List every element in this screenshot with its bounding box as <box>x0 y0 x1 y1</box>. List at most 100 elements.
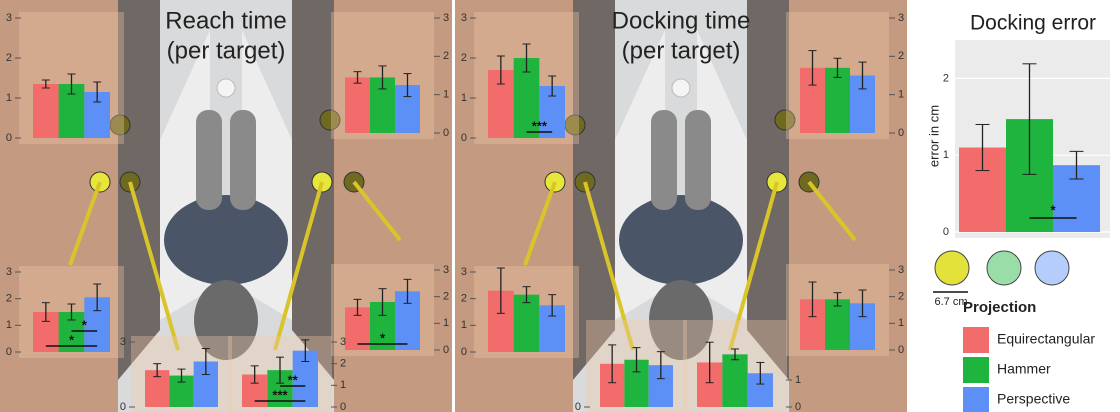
y-tick-label: 1 <box>943 149 949 161</box>
y-axis-label: error in cm <box>926 105 941 167</box>
legend-swatch <box>963 357 989 383</box>
y-tick-label: 3 <box>461 12 467 24</box>
y-tick-label: 1 <box>898 89 904 101</box>
subplot: 0 1 2 3 <box>461 266 579 358</box>
y-tick-label: 0 <box>898 344 904 356</box>
connector <box>352 180 402 242</box>
significance-label: * <box>69 332 75 347</box>
scene <box>0 0 452 412</box>
y-tick-label: 0 <box>443 344 449 356</box>
subplot: 0 1 2 3 <box>6 12 124 144</box>
y-tick-label: 2 <box>443 50 449 62</box>
table-right <box>292 0 334 380</box>
connector <box>728 181 779 351</box>
legend-label: Perspective <box>997 391 1070 407</box>
y-tick-label: 1 <box>443 89 449 101</box>
subplot: 0 1 2 3 * * <box>6 266 124 358</box>
y-tick-label: 1 <box>461 92 467 104</box>
target-ball <box>216 78 236 98</box>
subplot: 0 <box>575 320 687 412</box>
y-tick-label: 3 <box>120 336 126 348</box>
y-tick-label: 1 <box>898 317 904 329</box>
panel-title: Docking time <box>612 7 751 34</box>
y-tick-label: 2 <box>443 291 449 303</box>
ball-icon <box>986 250 1022 286</box>
significance-label: *** <box>272 387 288 402</box>
legend-title: Projection <box>963 299 1036 316</box>
target-ball <box>774 109 796 131</box>
person-head <box>194 280 258 360</box>
y-tick-label: 2 <box>943 72 949 84</box>
y-tick-label: 0 <box>6 346 12 358</box>
person-body <box>164 195 288 285</box>
person-leg-r <box>685 110 711 210</box>
y-tick-label: 0 <box>575 401 581 412</box>
table-right <box>747 0 789 380</box>
subplot: 0 1 2 3 <box>331 12 449 139</box>
y-tick-label: 2 <box>898 291 904 303</box>
connector <box>128 181 180 351</box>
subplot: 0 1 2 3 <box>786 12 904 139</box>
subplot: 0 1 2 3 * <box>331 264 449 356</box>
y-tick-label: 1 <box>461 319 467 331</box>
bar <box>722 354 748 407</box>
panel-subtitle: (per target) <box>622 37 741 64</box>
legend-swatch <box>963 387 989 412</box>
y-tick-label: 3 <box>443 264 449 276</box>
y-tick-label: 0 <box>443 127 449 139</box>
y-tick-label: 2 <box>898 50 904 62</box>
scale-label: 6.7 cm <box>934 296 967 308</box>
y-tick-label: 0 <box>898 127 904 139</box>
subplot: 0 1 2 3 *** <box>461 12 579 144</box>
connector <box>68 181 102 266</box>
person-body <box>619 195 743 285</box>
legend-label: Equirectangular <box>997 331 1095 347</box>
person-leg-l <box>196 110 222 210</box>
bar <box>345 77 370 133</box>
significance-label: ** <box>288 372 299 387</box>
y-tick-label: 0 <box>461 132 467 144</box>
significance-label: *** <box>532 118 548 133</box>
person-leg-r <box>230 110 256 210</box>
bar <box>513 294 540 352</box>
y-tick-label: 2 <box>461 293 467 305</box>
subplot: 0 1 2 3 ***** <box>228 336 346 412</box>
y-tick-label: 3 <box>6 12 12 24</box>
y-tick-label: 3 <box>898 264 904 276</box>
connector <box>523 181 557 266</box>
y-tick-label: 1 <box>6 319 12 331</box>
subplot: 0 1 2 3 <box>786 264 904 356</box>
y-tick-label: 0 <box>461 346 467 358</box>
panel-subtitle: (per target) <box>167 37 286 64</box>
y-tick-label: 3 <box>340 336 346 348</box>
y-tick-label: 0 <box>120 401 126 412</box>
y-tick-label: 2 <box>461 52 467 64</box>
y-tick-label: 2 <box>6 293 12 305</box>
significance-label: * <box>1050 202 1056 217</box>
connector <box>273 181 324 351</box>
y-tick-label: 3 <box>898 12 904 24</box>
subplot: 03 <box>120 336 232 412</box>
y-tick-label: 1 <box>340 379 346 391</box>
person-head <box>649 280 713 360</box>
ball-icon <box>934 250 970 286</box>
ball-icon <box>1034 250 1070 286</box>
y-tick-label: 1 <box>443 317 449 329</box>
person-leg-l <box>651 110 677 210</box>
y-tick-label: 0 <box>340 401 346 412</box>
table-left <box>573 0 615 380</box>
significance-label: * <box>82 317 88 332</box>
table-left <box>118 0 160 380</box>
y-tick-label: 0 <box>943 226 949 238</box>
chart-title: Docking error <box>970 12 1096 35</box>
significance-label: * <box>380 330 386 345</box>
y-tick-label: 0 <box>6 132 12 144</box>
bar <box>825 299 850 350</box>
connector <box>807 180 857 242</box>
legend-label: Hammer <box>997 361 1051 377</box>
connector <box>583 181 635 351</box>
legend-swatch <box>963 327 989 353</box>
y-tick-label: 3 <box>6 266 12 278</box>
